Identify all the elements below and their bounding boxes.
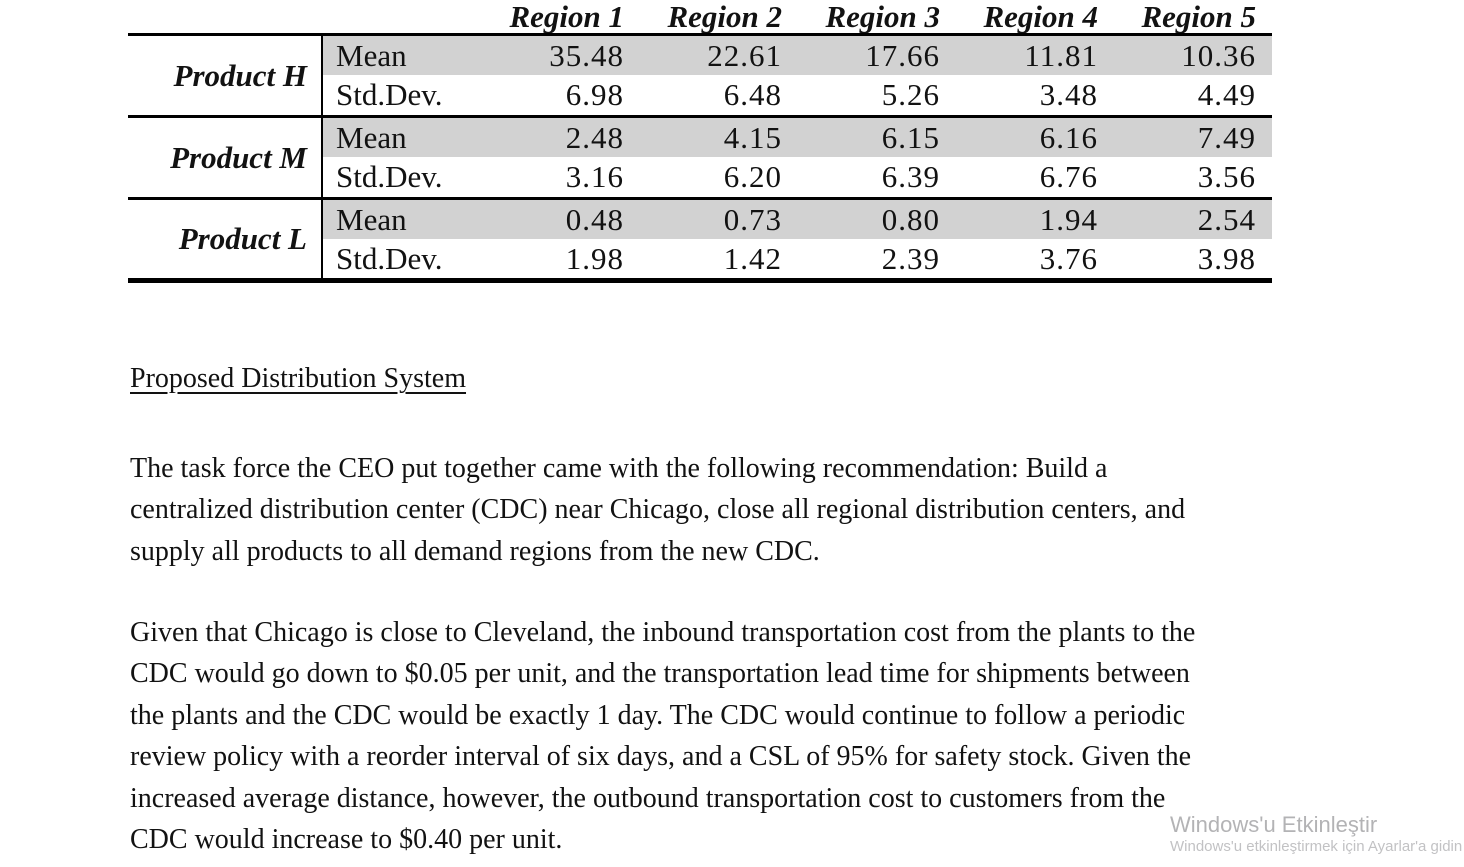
stat-value: 6.16 — [956, 116, 1114, 157]
stat-value: 0.48 — [482, 198, 640, 239]
stats-table: Region 1 Region 2 Region 3 Region 4 Regi… — [128, 1, 1272, 283]
stat-value: 3.16 — [482, 157, 640, 200]
stat-value: 1.94 — [956, 198, 1114, 239]
stat-value: 1.98 — [482, 239, 640, 283]
stat-label: Std.Dev. — [322, 157, 482, 200]
stat-value: 35.48 — [482, 34, 640, 75]
stat-value: 3.76 — [956, 239, 1114, 283]
paragraph-details: Given that Chicago is close to Cleveland… — [130, 617, 1196, 856]
stat-value: 11.81 — [956, 34, 1114, 75]
watermark-subtitle: Windows'u etkinleştirmek için Ayarlar'a … — [1170, 838, 1463, 855]
table-row-product-h-mean: Product H Mean 35.48 22.61 17.66 11.81 1… — [128, 34, 1272, 118]
stat-label: Mean — [322, 198, 482, 239]
table-row-product-l-std: Std.Dev. 1.98 1.42 2.39 3.76 3.98 — [128, 239, 1272, 283]
stat-value: 1.42 — [640, 239, 798, 283]
product-h-label: Product H — [128, 34, 323, 118]
product-m-label: Product M — [128, 116, 323, 200]
stat-value: 6.20 — [640, 157, 798, 200]
stat-value: 3.98 — [1114, 239, 1272, 283]
stat-value: 7.49 — [1114, 116, 1272, 157]
watermark-title: Windows'u Etkinleştir — [1170, 812, 1378, 837]
product-l-label: Product L — [128, 198, 323, 283]
stat-value: 5.26 — [798, 75, 956, 118]
stat-value: 6.48 — [640, 75, 798, 118]
stat-value: 4.15 — [640, 116, 798, 157]
region-1-header: Region 1 — [482, 1, 640, 36]
stat-value: 3.48 — [956, 75, 1114, 118]
stat-value: 0.73 — [640, 198, 798, 239]
region-4-header: Region 4 — [956, 1, 1114, 36]
stat-value: 6.39 — [798, 157, 956, 200]
stat-value: 4.49 — [1114, 75, 1272, 118]
stat-value: 22.61 — [640, 34, 798, 75]
region-5-header: Region 5 — [1114, 1, 1272, 36]
stat-label: Std.Dev. — [322, 75, 482, 118]
table-header-row: Region 1 Region 2 Region 3 Region 4 Regi… — [128, 1, 1272, 36]
region-3-header: Region 3 — [798, 1, 956, 36]
stat-label: Mean — [322, 116, 482, 157]
stat-value: 2.54 — [1114, 198, 1272, 239]
stat-value: 17.66 — [798, 34, 956, 75]
region-2-header: Region 2 — [640, 1, 798, 36]
stat-value: 3.56 — [1114, 157, 1272, 200]
table-row-product-h-std: Std.Dev. 6.98 6.48 5.26 3.48 4.49 — [128, 75, 1272, 118]
stat-value: 10.36 — [1114, 34, 1272, 75]
stat-value: 2.39 — [798, 239, 956, 283]
table-corner-cell — [322, 1, 482, 36]
table-row-product-l-mean: Product L Mean 0.48 0.73 0.80 1.94 2.54 — [128, 198, 1272, 283]
table-corner-cell — [128, 1, 322, 36]
stat-label: Std.Dev. — [322, 239, 482, 283]
stat-value: 6.76 — [956, 157, 1114, 200]
stat-value: 6.15 — [798, 116, 956, 157]
stat-value: 6.98 — [482, 75, 640, 118]
windows-activation-watermark: Windows'u Etkinleştir Windows'u etkinleş… — [1170, 812, 1462, 856]
table-row-product-m-std: Std.Dev. 3.16 6.20 6.39 6.76 3.56 — [128, 157, 1272, 200]
table-row-product-m-mean: Product M Mean 2.48 4.15 6.15 6.16 7.49 — [128, 116, 1272, 200]
stat-label: Mean — [322, 34, 482, 75]
stat-value: 0.80 — [798, 198, 956, 239]
section-heading: Proposed Distribution System — [130, 363, 467, 394]
paragraph-recommendation: The task force the CEO put together came… — [130, 453, 1186, 567]
stat-value: 2.48 — [482, 116, 640, 157]
